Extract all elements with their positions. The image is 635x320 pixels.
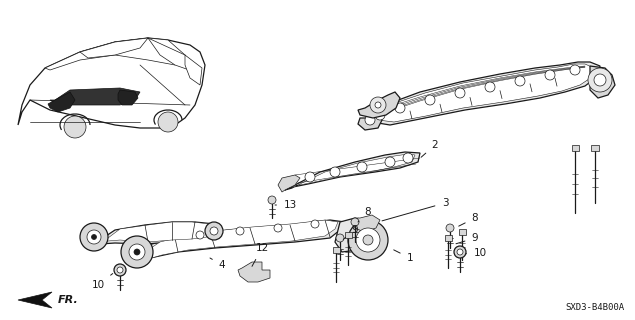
Circle shape <box>236 227 244 235</box>
Polygon shape <box>278 175 300 192</box>
Text: 1: 1 <box>394 250 413 263</box>
Polygon shape <box>368 62 600 125</box>
Circle shape <box>121 236 153 268</box>
Polygon shape <box>125 240 142 255</box>
Polygon shape <box>132 220 345 262</box>
Circle shape <box>268 196 276 204</box>
Circle shape <box>117 267 123 273</box>
Polygon shape <box>590 66 615 98</box>
Circle shape <box>515 76 525 86</box>
Text: 4: 4 <box>210 258 225 270</box>
Polygon shape <box>333 247 340 253</box>
Circle shape <box>80 223 108 251</box>
Circle shape <box>485 82 495 92</box>
Circle shape <box>363 235 373 245</box>
Text: 10: 10 <box>91 274 113 290</box>
Circle shape <box>336 234 344 242</box>
Circle shape <box>87 230 101 244</box>
Circle shape <box>446 224 454 232</box>
Polygon shape <box>572 145 578 151</box>
Circle shape <box>210 227 218 235</box>
Polygon shape <box>345 232 352 238</box>
Circle shape <box>375 110 385 120</box>
Text: 9: 9 <box>456 233 478 244</box>
Polygon shape <box>358 92 400 118</box>
Polygon shape <box>18 38 205 128</box>
Polygon shape <box>45 38 185 70</box>
Polygon shape <box>88 222 218 244</box>
Polygon shape <box>48 92 75 112</box>
Polygon shape <box>458 229 465 235</box>
Polygon shape <box>148 38 195 72</box>
Circle shape <box>311 220 319 228</box>
Text: SXD3-B4B00A: SXD3-B4B00A <box>566 303 625 312</box>
Polygon shape <box>185 55 202 85</box>
Circle shape <box>545 70 555 80</box>
Circle shape <box>594 74 606 86</box>
Circle shape <box>403 153 413 163</box>
Circle shape <box>457 249 463 255</box>
Text: 3: 3 <box>382 198 448 221</box>
Polygon shape <box>335 218 375 252</box>
Circle shape <box>357 162 367 172</box>
Circle shape <box>348 220 388 260</box>
Text: 9: 9 <box>344 225 358 239</box>
Polygon shape <box>591 145 599 151</box>
Circle shape <box>375 102 381 108</box>
Circle shape <box>196 231 204 239</box>
Circle shape <box>455 88 465 98</box>
Polygon shape <box>98 222 212 242</box>
Text: 12: 12 <box>252 243 269 266</box>
Circle shape <box>64 116 86 138</box>
Circle shape <box>356 228 380 252</box>
Text: 13: 13 <box>275 200 297 210</box>
Circle shape <box>351 218 359 226</box>
Circle shape <box>425 95 435 105</box>
Polygon shape <box>18 292 52 308</box>
Circle shape <box>365 115 375 125</box>
Polygon shape <box>444 235 451 241</box>
Circle shape <box>274 224 282 232</box>
Circle shape <box>134 249 140 255</box>
Text: 10: 10 <box>466 248 486 258</box>
Text: 2: 2 <box>421 140 438 157</box>
Circle shape <box>570 65 580 75</box>
Polygon shape <box>292 154 415 188</box>
Polygon shape <box>80 38 148 58</box>
Circle shape <box>395 103 405 113</box>
Circle shape <box>158 112 178 132</box>
Circle shape <box>454 246 466 258</box>
Polygon shape <box>118 90 138 105</box>
Polygon shape <box>352 215 380 232</box>
Circle shape <box>129 244 145 260</box>
Text: 8: 8 <box>358 207 371 222</box>
Circle shape <box>91 235 97 239</box>
Text: 8: 8 <box>458 213 478 226</box>
Circle shape <box>305 172 315 182</box>
Circle shape <box>385 157 395 167</box>
Polygon shape <box>374 64 594 122</box>
Circle shape <box>330 167 340 177</box>
Polygon shape <box>285 152 420 190</box>
Circle shape <box>588 68 612 92</box>
Polygon shape <box>145 220 338 259</box>
Polygon shape <box>238 262 270 282</box>
Text: FR.: FR. <box>58 295 79 305</box>
Polygon shape <box>358 112 382 130</box>
Circle shape <box>205 222 223 240</box>
Circle shape <box>370 97 386 113</box>
Circle shape <box>114 264 126 276</box>
Polygon shape <box>50 88 140 105</box>
